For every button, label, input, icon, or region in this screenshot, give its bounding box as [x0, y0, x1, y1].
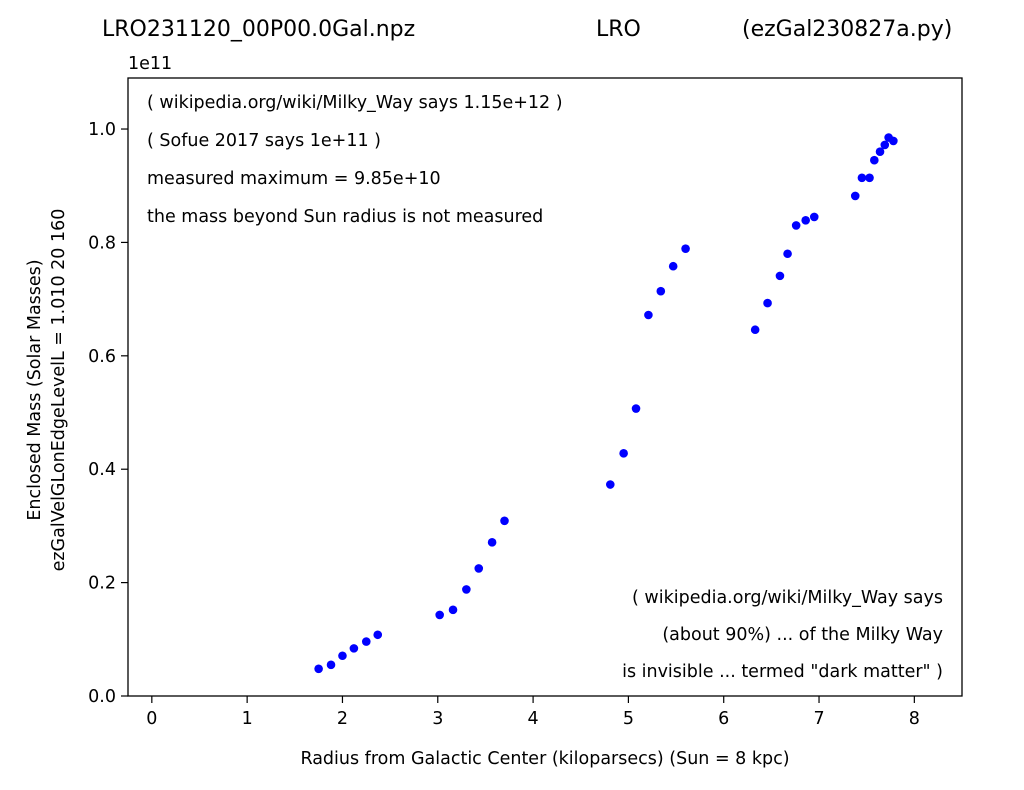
annotation-top-left-line: measured maximum = 9.85e+10: [147, 169, 441, 189]
data-point: [448, 605, 458, 615]
data-point: [801, 216, 810, 225]
annotation-bottom-right-line: (about 90%) ... of the Milky Way: [662, 625, 943, 645]
y-axis-ticks: 0.0 0.2 0.4 0.6 0.8 1.0: [88, 120, 128, 707]
data-point: [889, 136, 898, 146]
data-point: [326, 660, 336, 670]
data-point: [644, 310, 653, 320]
x-tick-label: 5: [623, 709, 634, 729]
data-point: [850, 191, 860, 201]
axes-frame: [127, 77, 963, 697]
x-tick-label: 7: [813, 709, 824, 729]
y-tick-label: 0.0: [88, 687, 116, 707]
data-point: [500, 516, 509, 526]
data-point: [763, 298, 772, 308]
data-point: [870, 155, 879, 165]
chart-title-right: (ezGal230827a.py): [742, 17, 952, 42]
data-point: [314, 664, 323, 674]
annotation-top-left-line: the mass beyond Sun radius is not measur…: [147, 207, 543, 227]
data-point: [775, 271, 785, 281]
x-tick-label: 0: [146, 709, 157, 729]
data-point: [875, 147, 885, 157]
data-point: [435, 610, 444, 620]
data-point: [349, 644, 359, 653]
data-point: [462, 585, 471, 594]
data-point: [619, 449, 628, 458]
annotation-top-left-line: ( Sofue 2017 says 1e+11 ): [147, 131, 381, 151]
annotation-bottom-right-line: is invisible ... termed "dark matter" ): [622, 662, 943, 682]
x-tick-label: 8: [909, 709, 920, 729]
x-axis-ticks: 0 1 2 3 4 5 6 7 8: [146, 696, 920, 729]
chart-title-center: LRO: [596, 17, 641, 42]
data-point: [373, 630, 383, 640]
data-point: [656, 286, 666, 296]
y-tick-label: 0.8: [88, 233, 116, 253]
y-tick-label: 0.4: [88, 460, 116, 480]
data-point: [750, 325, 760, 335]
y-offset-label: 1e11: [128, 54, 172, 74]
data-point: [338, 651, 347, 661]
data-point: [668, 261, 678, 271]
data-point: [361, 637, 371, 646]
y-axis-label-line2: ezGalVelGLonEdgeLevelL = 1.010 20 160: [49, 209, 69, 572]
annotation-bottom-right-line: ( wikipedia.org/wiki/Milky_Way says: [632, 588, 943, 608]
y-tick-label: 0.2: [88, 574, 116, 594]
x-tick-label: 2: [337, 709, 348, 729]
y-tick-label: 0.6: [88, 347, 116, 367]
data-point: [857, 173, 867, 183]
x-tick-label: 4: [528, 709, 539, 729]
data-point: [865, 173, 874, 183]
chart-title-left: LRO231120_00P00.0Gal.npz: [102, 17, 415, 42]
data-point: [791, 221, 801, 230]
data-point: [809, 212, 819, 222]
x-axis-label: Radius from Galactic Center (kiloparsecs…: [300, 749, 789, 769]
data-point: [605, 480, 615, 489]
plot-area: [314, 133, 898, 674]
x-tick-label: 3: [432, 709, 443, 729]
data-point: [474, 564, 484, 573]
y-axis-label-line1: Enclosed Mass (Solar Masses): [25, 259, 45, 520]
data-point: [681, 244, 690, 253]
x-tick-label: 6: [718, 709, 729, 729]
data-point: [783, 249, 792, 259]
data-point: [487, 538, 497, 547]
y-tick-label: 1.0: [88, 120, 116, 140]
annotation-top-left-line: ( wikipedia.org/wiki/Milky_Way says 1.15…: [147, 93, 563, 113]
data-point: [631, 404, 641, 413]
x-tick-label: 1: [242, 709, 253, 729]
annotation-top-left: ( wikipedia.org/wiki/Milky_Way says 1.15…: [147, 93, 563, 227]
data-point: [880, 140, 890, 150]
annotation-bottom-right: ( wikipedia.org/wiki/Milky_Way says (abou…: [622, 588, 943, 682]
